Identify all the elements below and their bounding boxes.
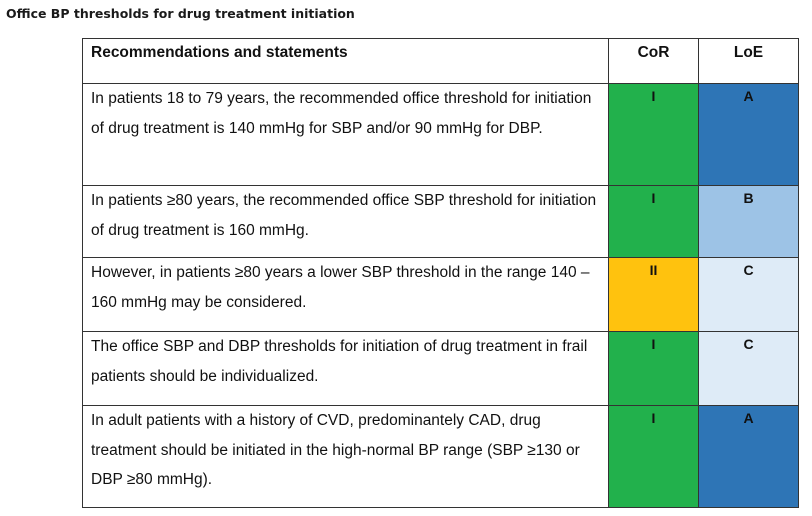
loe-cell: A [698, 83, 799, 186]
header-loe-label: LoE [733, 44, 764, 61]
cor-cell: I [608, 331, 699, 406]
statement-cell: The office SBP and DBP thresholds for in… [82, 331, 609, 406]
table-row: In patients 18 to 79 years, the recommen… [82, 83, 799, 186]
header-statements-label: Recommendations and statements [91, 44, 348, 61]
header-loe: LoE [698, 38, 799, 84]
statement-cell: However, in patients ≥80 years a lower S… [82, 257, 609, 332]
table-title: Office BP thresholds for drug treatment … [6, 6, 355, 21]
loe-cell: A [698, 405, 799, 508]
header-statements: Recommendations and statements [82, 38, 609, 84]
table-row: In adult patients with a history of CVD,… [82, 405, 799, 508]
table-row: However, in patients ≥80 years a lower S… [82, 257, 799, 332]
header-cor-label: CoR [637, 44, 670, 61]
cor-cell: II [608, 257, 699, 332]
table-row: The office SBP and DBP thresholds for in… [82, 331, 799, 406]
table-header-row: Recommendations and statements CoR LoE [82, 38, 799, 84]
loe-cell: C [698, 331, 799, 406]
statement-cell: In patients ≥80 years, the recommended o… [82, 185, 609, 258]
statement-cell: In adult patients with a history of CVD,… [82, 405, 609, 508]
recommendations-table: Recommendations and statements CoR LoE I… [82, 38, 799, 508]
loe-cell: B [698, 185, 799, 258]
cor-cell: I [608, 185, 699, 258]
statement-cell: In patients 18 to 79 years, the recommen… [82, 83, 609, 186]
loe-cell: C [698, 257, 799, 332]
cor-cell: I [608, 83, 699, 186]
cor-cell: I [608, 405, 699, 508]
header-cor: CoR [608, 38, 699, 84]
table-row: In patients ≥80 years, the recommended o… [82, 185, 799, 258]
